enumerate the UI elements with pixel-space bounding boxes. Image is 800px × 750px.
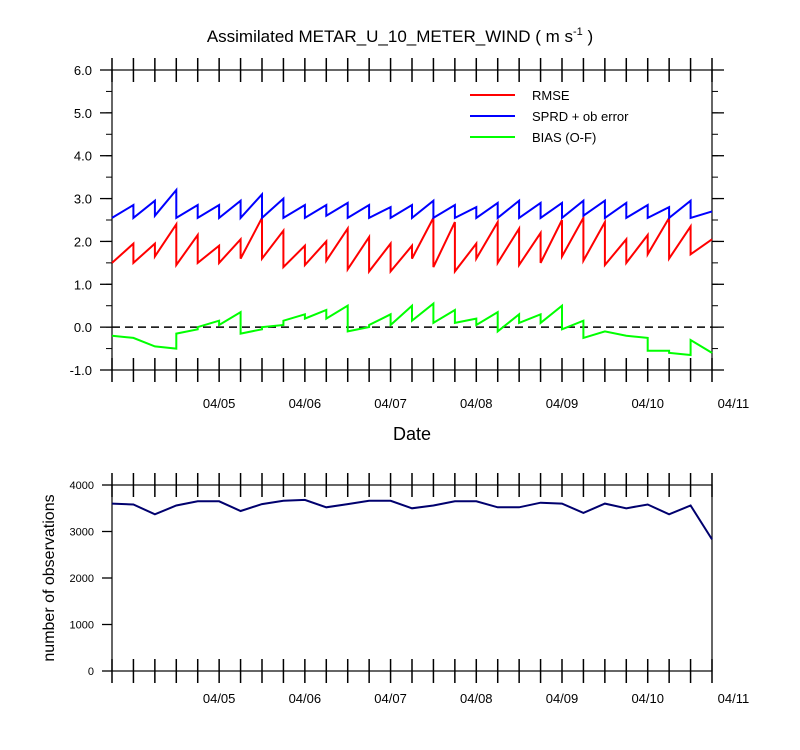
x-tick-label: 04/11 xyxy=(718,691,750,706)
bottom-plot-frame xyxy=(111,484,713,672)
y-tick-label: 1.0 xyxy=(74,277,92,292)
legend: RMSE SPRD + ob error BIAS (O-F) xyxy=(470,88,629,145)
y-tick-label: 1000 xyxy=(70,620,94,632)
x-tick-label: 04/08 xyxy=(460,396,493,411)
x-axis-label: Date xyxy=(393,424,431,444)
legend-label: SPRD + ob error xyxy=(532,109,629,124)
y-tick-label: -1.0 xyxy=(70,363,92,378)
legend-label: BIAS (O-F) xyxy=(532,130,596,145)
x-tick-label: 04/09 xyxy=(546,691,579,706)
y-tick-label: 0 xyxy=(88,666,94,678)
y-tick-label: 4000 xyxy=(70,480,94,492)
top-x-tick-labels: 04/05 04/06 04/07 04/08 04/09 04/10 04/11 xyxy=(203,396,749,411)
bottom-y-tick-labels: 0 1000 2000 3000 4000 xyxy=(70,480,94,678)
chart-title-superscript: -1 xyxy=(573,26,583,38)
x-tick-label: 04/11 xyxy=(718,396,750,411)
observation-count-line xyxy=(111,498,713,540)
y-tick-label: 4.0 xyxy=(74,149,92,164)
series-line-sprd-ob-error xyxy=(111,187,713,221)
series-line-rmse xyxy=(111,214,713,275)
x-tick-label: 04/06 xyxy=(289,691,322,706)
x-tick-label: 04/10 xyxy=(631,691,664,706)
y-tick-label: 6.0 xyxy=(74,63,92,78)
top-series-lines xyxy=(111,187,713,357)
x-tick-label: 04/08 xyxy=(460,691,493,706)
bottom-x-tick-labels: 04/05 04/06 04/07 04/08 04/09 04/10 04/11 xyxy=(203,691,749,706)
y-tick-label: 2000 xyxy=(70,573,94,585)
chart-title-main: Assimilated METAR_U_10_METER_WIND ( m s xyxy=(207,27,573,46)
top-y-tick-labels: -1.0 0.0 1.0 2.0 3.0 4.0 5.0 6.0 xyxy=(70,63,92,378)
x-tick-label: 04/10 xyxy=(631,396,664,411)
chart-title: Assimilated METAR_U_10_METER_WIND ( m s-… xyxy=(207,26,593,46)
x-tick-label: 04/06 xyxy=(289,396,322,411)
bottom-series-lines xyxy=(111,498,713,540)
y-tick-label: 5.0 xyxy=(74,106,92,121)
x-tick-label: 04/09 xyxy=(546,396,579,411)
x-tick-label: 04/07 xyxy=(374,396,407,411)
series-line-bias-o-f xyxy=(111,301,713,357)
top-plot: -1.00.01.02.03.04.05.06.0 04/05 04/06 04/0… xyxy=(70,58,749,444)
x-tick-label: 04/05 xyxy=(203,691,236,706)
x-tick-label: 04/05 xyxy=(203,396,236,411)
legend-label: RMSE xyxy=(532,88,570,103)
y-axis-label-observations: number of observations xyxy=(41,494,58,661)
y-tick-label: 2.0 xyxy=(74,234,92,249)
x-tick-label: 04/07 xyxy=(374,691,407,706)
chart-title-close: ) xyxy=(583,27,593,46)
y-tick-label: 3000 xyxy=(70,527,94,539)
y-tick-label: 0.0 xyxy=(74,320,92,335)
y-tick-label: 3.0 xyxy=(74,192,92,207)
top-axis-ticks xyxy=(100,58,724,382)
bottom-axis-ticks xyxy=(102,473,713,683)
